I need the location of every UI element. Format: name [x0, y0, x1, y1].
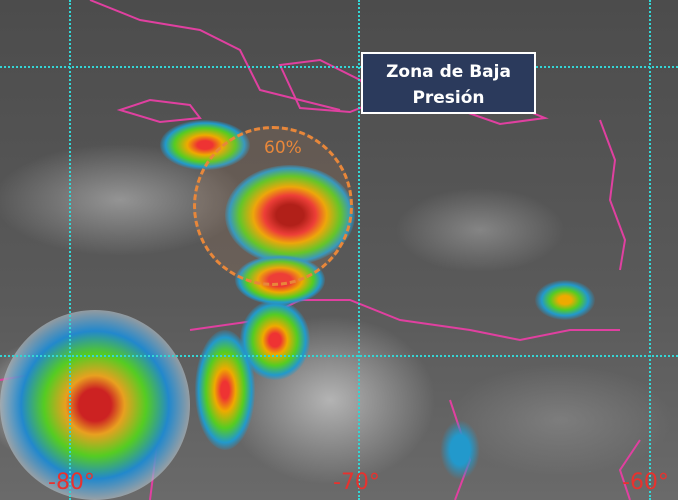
longitude-label: -80° [48, 470, 95, 495]
low-pressure-label: Zona de Baja Presión [361, 52, 536, 114]
storm-cloud [0, 310, 190, 500]
cuba-hispaniola-coast [89, 0, 341, 111]
jamaica-coast [116, 98, 202, 124]
lesser-antilles [599, 119, 627, 271]
low-pressure-circle [193, 126, 353, 286]
venezuela-border [618, 439, 641, 500]
label-line-2: Presión [412, 88, 485, 108]
gridline-lon [69, 0, 71, 500]
storm-cloud [535, 280, 595, 320]
longitude-label: -60° [622, 470, 669, 495]
gridline-lon [649, 0, 651, 500]
storm-cloud [440, 420, 480, 480]
label-line-1: Zona de Baja [386, 62, 511, 82]
gridline-lat [0, 66, 678, 68]
storm-cloud [240, 300, 310, 380]
gridline-lat [0, 355, 678, 357]
gridline-lon [358, 0, 360, 500]
probability-label: 60% [264, 138, 302, 158]
longitude-label: -70° [333, 470, 380, 495]
